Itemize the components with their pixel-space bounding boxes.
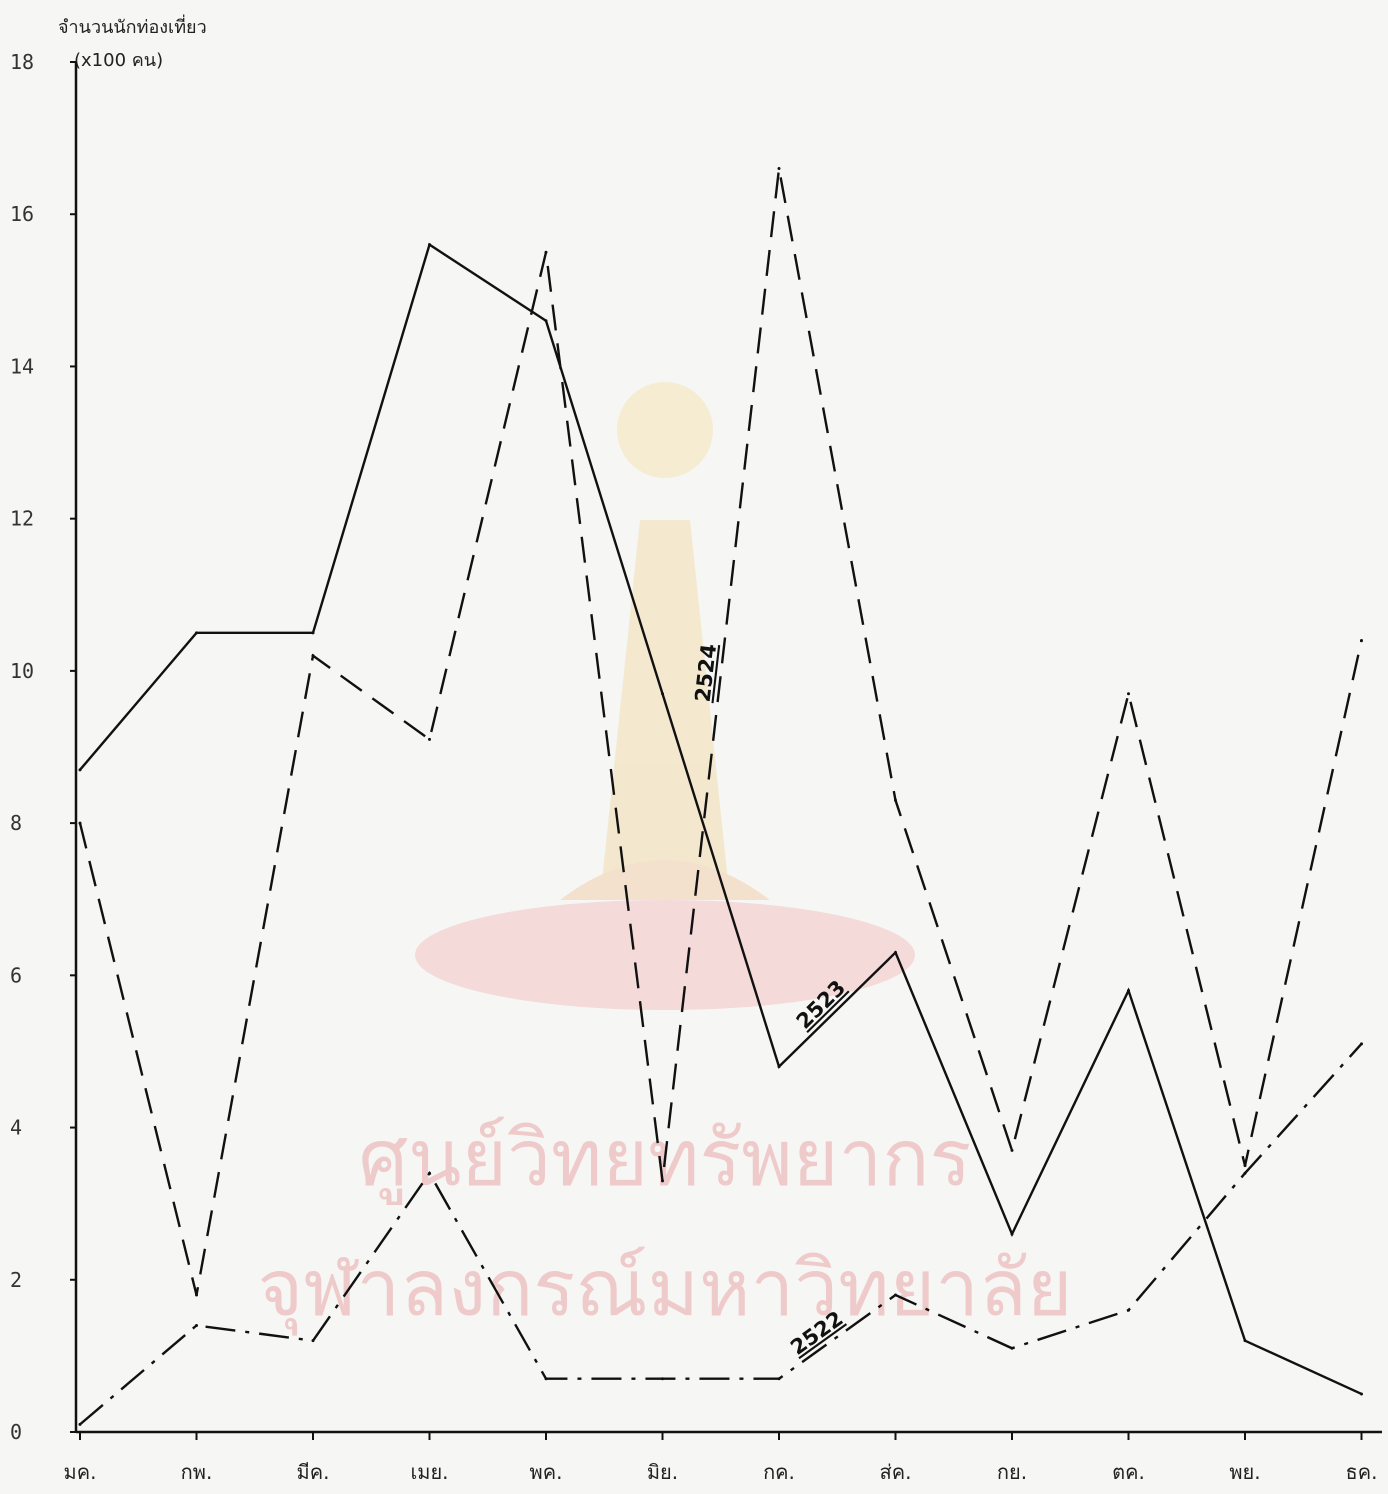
data-point-2523: [311, 631, 315, 635]
data-point-2524: [78, 821, 82, 825]
data-point-2522: [428, 1171, 431, 1175]
y-tick-label: 12: [10, 507, 34, 531]
series-line-2524: [78, 168, 1363, 1296]
x-tick-label: พค.: [530, 1460, 563, 1484]
y-tick-label: 10: [10, 659, 34, 683]
x-tick-label: พย.: [1229, 1460, 1260, 1484]
data-point-2523: [428, 243, 431, 247]
data-point-2523: [1360, 1392, 1363, 1396]
data-point-2522: [195, 1323, 198, 1327]
data-point-2522: [78, 1422, 82, 1426]
data-point-2523: [1127, 989, 1130, 993]
y-tick-label: 16: [10, 202, 34, 226]
data-point-2523: [1243, 1339, 1247, 1343]
x-tick-label: ตค.: [1112, 1460, 1145, 1484]
x-ticks: มค. กพ. มีค. เมย. พค. มิย. กค. ส่ค. กย. ตค. พย. ธค.: [64, 1432, 1378, 1484]
data-point-2522: [894, 1293, 897, 1297]
data-point-2522: [661, 1377, 664, 1381]
data-point-2522: [777, 1377, 781, 1381]
x-tick-label: กย.: [997, 1460, 1027, 1484]
y-ticks: 0 2 4 6 8 10 12 14 16 18: [10, 50, 76, 1444]
y-tick-label: 0: [10, 1420, 22, 1444]
data-point-2524: [1243, 1164, 1247, 1168]
data-point-2524: [195, 1293, 198, 1297]
data-point-2522: [311, 1339, 315, 1343]
data-point-2524: [1010, 1148, 1014, 1152]
data-point-2524: [428, 737, 431, 741]
x-tick-label: กพ.: [181, 1460, 213, 1484]
watermark-line2: จุฬาลงกรณ์มหาวิทยาลัย: [257, 1244, 1072, 1336]
y-tick-label: 6: [10, 963, 22, 987]
watermark: ศูนย์วิทยทรัพยากร จุฬาลงกรณ์มหาวิทยาลัย: [257, 382, 1073, 1336]
data-point-2523: [195, 631, 198, 635]
y-tick-label: 2: [10, 1268, 22, 1292]
x-tick-label: กค.: [763, 1460, 795, 1484]
data-point-2524: [777, 167, 781, 171]
data-point-2523: [544, 319, 548, 323]
y-tick-label: 18: [10, 50, 34, 74]
data-point-2522: [1360, 1042, 1363, 1046]
data-point-2523: [78, 768, 82, 772]
data-point-2524: [661, 1179, 664, 1183]
x-tick-label: มิย.: [647, 1460, 678, 1484]
data-point-2522: [1010, 1346, 1014, 1350]
data-point-2523: [894, 951, 897, 954]
y-tick-label: 4: [10, 1116, 22, 1140]
y-axis-unit: (x100 คน): [74, 50, 163, 71]
y-tick-label: 14: [10, 354, 34, 378]
x-tick-label: ธค.: [1346, 1460, 1378, 1484]
series-lines: [78, 167, 1363, 1426]
data-point-2523: [1010, 1232, 1014, 1236]
y-axis-label: จำนวนนักท่องเที่ยว: [58, 14, 207, 38]
data-point-2524: [894, 798, 897, 802]
data-point-2524: [1127, 692, 1130, 696]
x-tick-label: มีค.: [297, 1460, 330, 1484]
data-point-2523: [661, 692, 664, 696]
series-line-2522: [79, 1043, 1363, 1426]
data-point-2522: [544, 1377, 548, 1381]
data-point-2524: [1360, 638, 1363, 642]
data-point-2524: [544, 250, 548, 254]
data-point-2523: [777, 1065, 781, 1069]
data-point-2522: [1243, 1171, 1247, 1175]
x-tick-label: มค.: [64, 1460, 97, 1484]
y-tick-label: 8: [10, 811, 22, 835]
data-point-2524: [311, 654, 315, 658]
x-tick-label: เมย.: [410, 1460, 448, 1484]
x-tick-label: ส่ค.: [880, 1460, 912, 1484]
watermark-seal-icon: [415, 382, 915, 1010]
series-line-2523: [79, 242, 1362, 1396]
data-point-2522: [1127, 1308, 1130, 1312]
